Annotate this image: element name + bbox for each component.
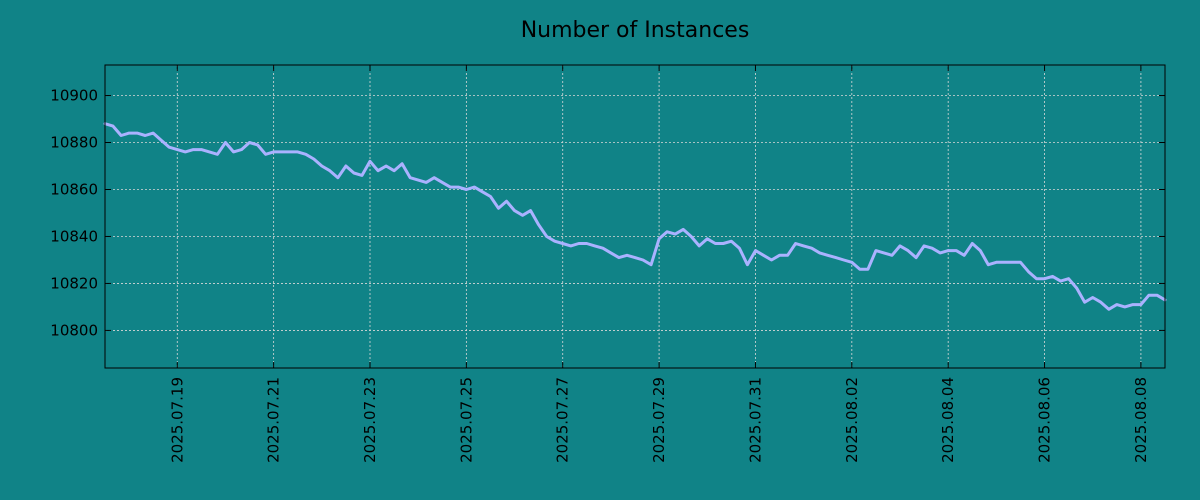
x-tick-label: 2025.07.31 <box>746 377 764 463</box>
y-tick-label: 10880 <box>50 134 98 152</box>
x-tick-label: 2025.07.21 <box>265 377 283 463</box>
y-tick-label: 10840 <box>50 227 98 245</box>
x-tick-label: 2025.07.23 <box>361 377 379 463</box>
x-tick-label: 2025.08.04 <box>939 377 957 463</box>
x-tick-label: 2025.08.02 <box>843 377 861 463</box>
axes: 10800 10820 10840 10860 10880 10900 2025.07.19… <box>50 64 1166 463</box>
y-tick-label: 10900 <box>50 87 98 105</box>
series-group <box>103 122 1167 311</box>
y-tick-label: 10860 <box>50 180 98 198</box>
x-tick-label: 2025.07.29 <box>650 377 668 463</box>
y-tick-label: 10800 <box>50 321 98 339</box>
x-tick-label: 2025.08.08 <box>1132 377 1150 463</box>
x-tick-label: 2025.07.27 <box>554 377 572 463</box>
grid <box>105 65 1165 368</box>
series-line <box>103 122 1167 311</box>
y-tick-label: 10820 <box>50 274 98 292</box>
plot-frame <box>104 64 1166 369</box>
chart-title: Number of Instances <box>521 18 750 43</box>
x-tick-label: 2025.07.19 <box>168 377 186 463</box>
x-tick-label: 2025.07.25 <box>457 377 475 463</box>
x-tick-label: 2025.08.06 <box>1036 377 1054 463</box>
